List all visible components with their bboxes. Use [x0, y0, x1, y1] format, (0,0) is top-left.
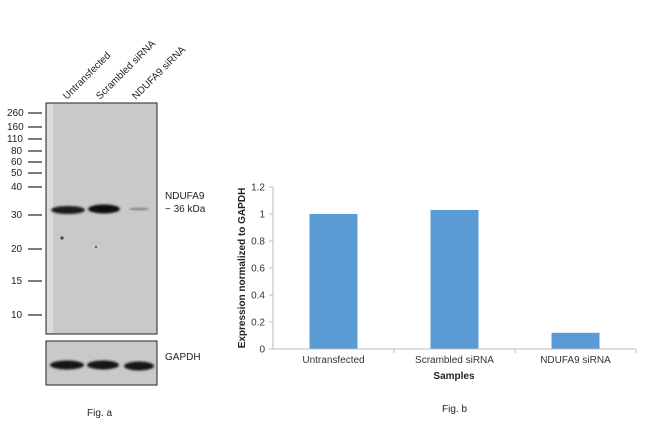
caption-fig-b: Fig. b [442, 404, 467, 415]
y-tick-label: 0.2 [251, 318, 265, 329]
mw-label-160: 160 [7, 122, 24, 133]
blot-main-membrane [45, 102, 158, 335]
mw-label-50: 50 [11, 168, 23, 179]
mw-label-110: 110 [7, 134, 23, 145]
y-axis-ticks: 0 0.2 0.4 0.6 0.8 1 1.2 [251, 183, 273, 356]
band-gapdh-untransfected [50, 360, 84, 370]
y-tick-label: 0 [259, 345, 265, 356]
x-axis-ticks: Untransfected Scrambled siRNA NDUFA9 siRNA [302, 349, 637, 366]
mw-label-40: 40 [11, 182, 23, 193]
caption-fig-a: Fig. a [87, 408, 112, 419]
mw-label-260: 260 [7, 108, 24, 119]
y-tick-label: 1.2 [251, 183, 265, 194]
x-tick-label: NDUFA9 siRNA [540, 355, 611, 366]
y-tick-label: 1 [259, 210, 265, 221]
ndufa9-bands [51, 204, 149, 249]
x-axis-label: Samples [433, 371, 475, 382]
x-tick-label: Scrambled siRNA [415, 355, 494, 366]
bar-untransfected [309, 214, 358, 349]
y-axis-label: Expression normalized to GAPDH [237, 188, 248, 349]
band-label-kda: ~ 36 kDa [165, 204, 206, 215]
y-tick-label: 0.8 [251, 237, 265, 248]
bar-chart: Expression normalized to GAPDH Samples 0… [237, 183, 637, 415]
x-tick-label: Untransfected [302, 355, 364, 366]
mw-label-10: 10 [11, 310, 23, 321]
gapdh-bands [50, 360, 154, 371]
blot-speck [60, 236, 64, 240]
mw-marker-ladder: 260 160 110 80 60 50 40 30 20 15 10 [7, 108, 42, 321]
lane-label-scrambled-sirna: Scrambled siRNA [94, 38, 158, 102]
gapdh-label: GAPDH [165, 352, 201, 363]
mw-label-60: 60 [11, 157, 23, 168]
mw-label-80: 80 [11, 146, 23, 157]
blot-speck [94, 245, 98, 249]
band-gapdh-scrambled [87, 360, 119, 370]
band-gapdh-ndufa9-sirna [124, 361, 154, 371]
y-tick-label: 0.6 [251, 264, 265, 275]
mw-label-30: 30 [11, 210, 23, 221]
mw-label-15: 15 [11, 276, 23, 287]
y-tick-label: 0.4 [251, 291, 265, 302]
bar-ndufa9-sirna [551, 332, 600, 349]
band-ndufa9-untransfected [51, 206, 85, 214]
mw-label-20: 20 [11, 244, 23, 255]
band-ndufa9-scrambled [88, 204, 120, 214]
bars [309, 209, 600, 349]
band-label-ndufa9: NDUFA9 [165, 191, 205, 202]
band-ndufa9-knockdown [129, 207, 149, 211]
bar-scrambled-sirna [430, 209, 479, 349]
western-blot-panel: Untransfected Scrambled siRNA NDUFA9 siR… [7, 38, 206, 419]
blot-left-edge-shade [47, 104, 53, 333]
